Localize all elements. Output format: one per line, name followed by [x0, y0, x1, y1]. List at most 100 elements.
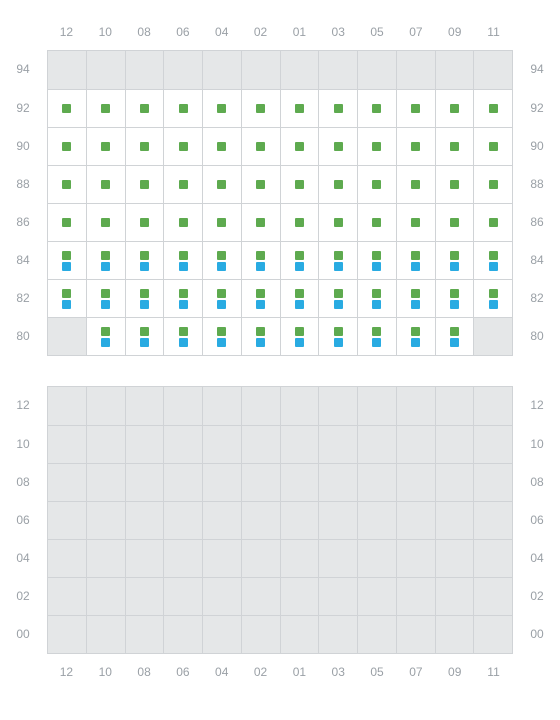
grid-cell[interactable] [473, 318, 512, 355]
grid-cell[interactable] [202, 578, 241, 615]
grid-cell[interactable] [241, 242, 280, 279]
grid-cell[interactable] [280, 616, 319, 653]
grid-cell[interactable] [435, 578, 474, 615]
grid-cell[interactable] [163, 540, 202, 577]
grid-cell[interactable] [241, 616, 280, 653]
grid-cell[interactable] [241, 578, 280, 615]
grid-cell[interactable] [86, 540, 125, 577]
grid-cell[interactable] [241, 318, 280, 355]
grid-cell[interactable] [202, 426, 241, 463]
grid-cell[interactable] [163, 242, 202, 279]
grid-cell[interactable] [280, 204, 319, 241]
grid-cell[interactable] [48, 616, 86, 653]
grid-cell[interactable] [125, 166, 164, 203]
grid-cell[interactable] [396, 280, 435, 317]
grid-cell[interactable] [318, 204, 357, 241]
grid-cell[interactable] [86, 166, 125, 203]
grid-cell[interactable] [280, 166, 319, 203]
grid-cell[interactable] [280, 51, 319, 89]
grid-cell[interactable] [163, 318, 202, 355]
grid-cell[interactable] [318, 280, 357, 317]
grid-cell[interactable] [435, 616, 474, 653]
grid-cell[interactable] [280, 578, 319, 615]
grid-cell[interactable] [125, 242, 164, 279]
grid-cell[interactable] [163, 578, 202, 615]
grid-cell[interactable] [125, 578, 164, 615]
grid-cell[interactable] [396, 242, 435, 279]
grid-cell[interactable] [202, 128, 241, 165]
grid-cell[interactable] [241, 540, 280, 577]
grid-cell[interactable] [163, 128, 202, 165]
grid-cell[interactable] [357, 242, 396, 279]
grid-cell[interactable] [435, 280, 474, 317]
grid-cell[interactable] [357, 426, 396, 463]
grid-cell[interactable] [357, 90, 396, 127]
grid-cell[interactable] [202, 242, 241, 279]
grid-cell[interactable] [241, 280, 280, 317]
grid-cell[interactable] [125, 387, 164, 425]
grid-cell[interactable] [202, 464, 241, 501]
grid-cell[interactable] [473, 51, 512, 89]
grid-cell[interactable] [473, 128, 512, 165]
grid-cell[interactable] [48, 242, 86, 279]
grid-cell[interactable] [473, 90, 512, 127]
grid-cell[interactable] [318, 616, 357, 653]
grid-cell[interactable] [357, 128, 396, 165]
grid-cell[interactable] [357, 51, 396, 89]
grid-cell[interactable] [125, 90, 164, 127]
grid-cell[interactable] [435, 426, 474, 463]
grid-cell[interactable] [241, 90, 280, 127]
grid-cell[interactable] [280, 464, 319, 501]
grid-cell[interactable] [435, 464, 474, 501]
grid-cell[interactable] [473, 578, 512, 615]
grid-cell[interactable] [357, 464, 396, 501]
grid-cell[interactable] [396, 387, 435, 425]
grid-cell[interactable] [86, 464, 125, 501]
grid-cell[interactable] [125, 426, 164, 463]
grid-cell[interactable] [396, 578, 435, 615]
grid-cell[interactable] [86, 90, 125, 127]
grid-cell[interactable] [125, 280, 164, 317]
grid-cell[interactable] [163, 464, 202, 501]
grid-cell[interactable] [473, 242, 512, 279]
grid-cell[interactable] [48, 280, 86, 317]
grid-cell[interactable] [435, 128, 474, 165]
grid-cell[interactable] [280, 280, 319, 317]
grid-cell[interactable] [280, 128, 319, 165]
grid-cell[interactable] [163, 204, 202, 241]
grid-cell[interactable] [202, 540, 241, 577]
grid-cell[interactable] [280, 540, 319, 577]
grid-cell[interactable] [473, 540, 512, 577]
grid-cell[interactable] [396, 204, 435, 241]
grid-cell[interactable] [318, 464, 357, 501]
grid-cell[interactable] [125, 464, 164, 501]
grid-cell[interactable] [125, 318, 164, 355]
grid-cell[interactable] [473, 464, 512, 501]
grid-cell[interactable] [396, 616, 435, 653]
grid-cell[interactable] [241, 502, 280, 539]
grid-cell[interactable] [86, 616, 125, 653]
grid-cell[interactable] [396, 90, 435, 127]
grid-cell[interactable] [357, 502, 396, 539]
grid-cell[interactable] [241, 464, 280, 501]
grid-cell[interactable] [163, 166, 202, 203]
grid-cell[interactable] [241, 387, 280, 425]
grid-cell[interactable] [125, 128, 164, 165]
grid-cell[interactable] [473, 502, 512, 539]
grid-cell[interactable] [202, 280, 241, 317]
grid-cell[interactable] [202, 387, 241, 425]
grid-cell[interactable] [86, 318, 125, 355]
grid-cell[interactable] [48, 540, 86, 577]
grid-cell[interactable] [125, 616, 164, 653]
grid-cell[interactable] [357, 540, 396, 577]
grid-cell[interactable] [241, 426, 280, 463]
grid-cell[interactable] [163, 502, 202, 539]
grid-cell[interactable] [125, 51, 164, 89]
grid-cell[interactable] [318, 387, 357, 425]
grid-cell[interactable] [202, 90, 241, 127]
grid-cell[interactable] [280, 387, 319, 425]
grid-cell[interactable] [318, 90, 357, 127]
grid-cell[interactable] [473, 204, 512, 241]
grid-cell[interactable] [318, 318, 357, 355]
grid-cell[interactable] [357, 578, 396, 615]
